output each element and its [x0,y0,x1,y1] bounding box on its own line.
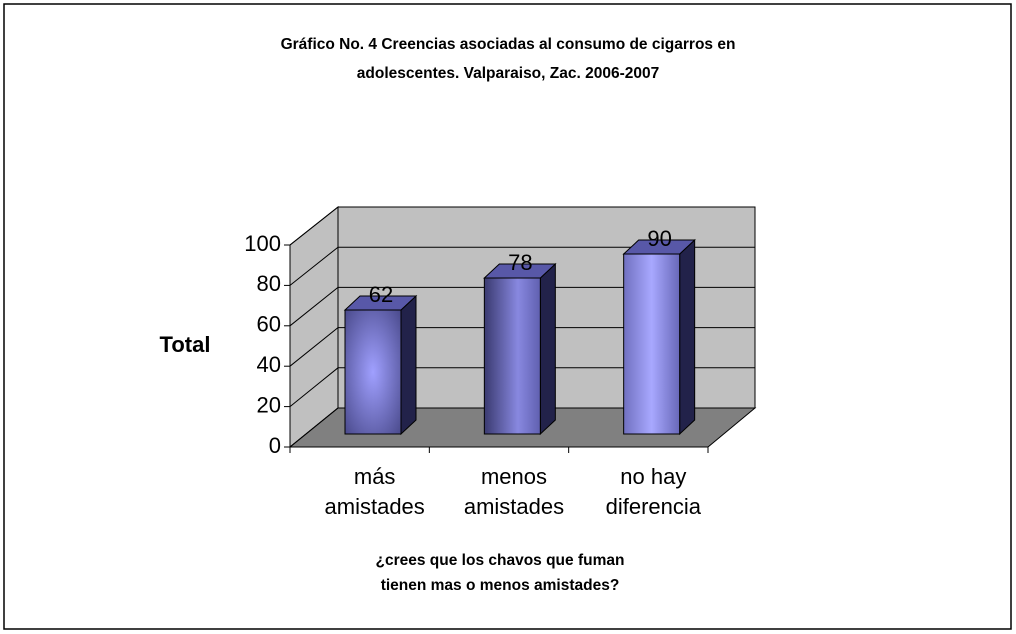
frame [3,3,1012,630]
bar-side [539,262,556,436]
bar-front [344,309,402,435]
grid-line [289,327,755,367]
bar [622,238,696,436]
bar-front [483,277,541,435]
side-wall [289,205,339,449]
grid-line [289,407,755,448]
bar-side [400,294,417,436]
y-tick-label: 40 [257,352,281,377]
y-tick-label: 100 [244,231,281,256]
y-tick-label: 20 [257,392,281,417]
grid-line [289,367,755,407]
x-tick-label: menos amistades [463,464,565,519]
y-axis-label: Total [159,332,211,357]
data-label: 78 [508,250,532,275]
bar [343,294,418,436]
bar-front [623,253,681,435]
x-tick-label: más amistades [324,464,425,519]
grid-line [289,206,755,246]
data-label: 62 [369,282,393,307]
grid-line [289,286,755,327]
bar [483,262,557,436]
x-tick-label: no hay diferencia [605,464,702,519]
y-tick-label: 80 [257,271,281,296]
y-tick-label: 60 [257,312,281,337]
data-label: 90 [647,226,671,251]
y-tick-label: 0 [269,433,281,458]
bar-side [679,238,696,436]
grid-line [289,246,755,286]
chart-title: Gráfico No. 4 Creencias asociadas al con… [280,36,736,82]
x-axis-label: ¿crees que los chavos que fuman tienen m… [375,552,625,594]
